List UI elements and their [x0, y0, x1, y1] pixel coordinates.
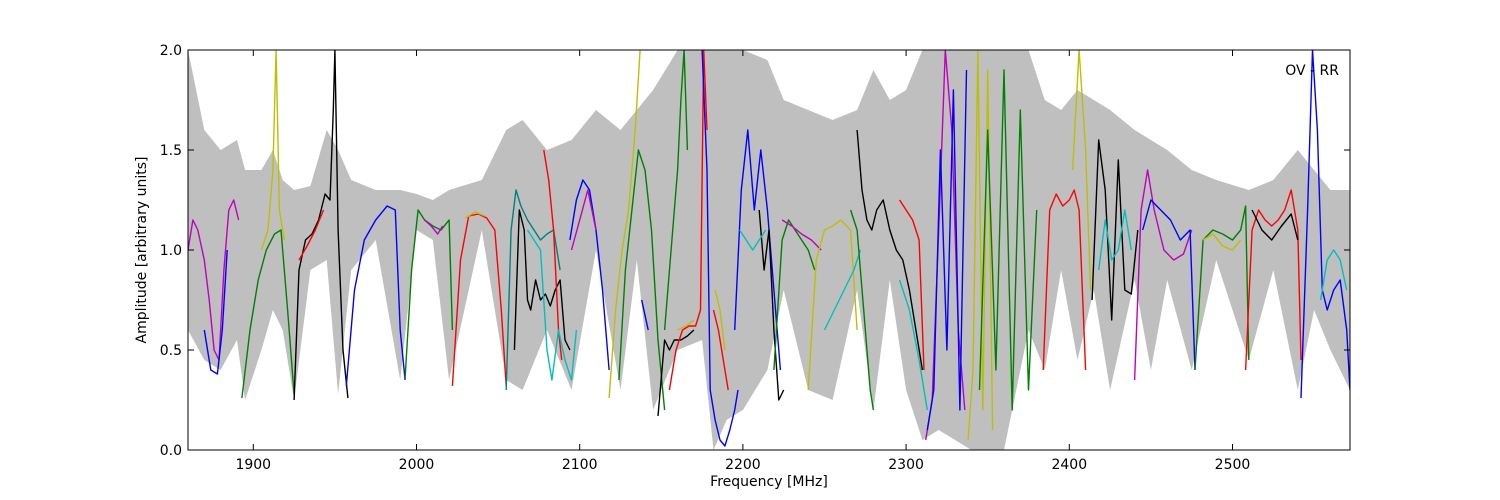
series-line-38: [898, 279, 928, 411]
series-line-41: [967, 50, 994, 441]
series-line-29: [758, 209, 785, 401]
series-line-5: [293, 50, 349, 401]
series-line-18: [608, 50, 641, 399]
series-line-34: [823, 249, 862, 331]
y-axis: 0.0 0.5 1.0 1.5 2.0: [160, 43, 1350, 459]
series-line-21: [657, 329, 695, 417]
x-tick-label: 1900: [235, 457, 271, 473]
series-line-47: [1133, 169, 1193, 381]
series-line-36: [856, 129, 924, 371]
series-line-26: [712, 309, 729, 391]
series-line-31: [773, 219, 816, 371]
series-line-33: [807, 219, 858, 391]
series-line-19: [618, 149, 666, 411]
series-line-14: [543, 149, 563, 361]
series-line-48: [1142, 199, 1196, 371]
series-line-3: [241, 229, 295, 399]
series-line-30: [739, 229, 767, 251]
series-line-35: [849, 209, 875, 411]
series-line-4: [260, 50, 285, 251]
y-tick-label: 0.5: [160, 343, 182, 359]
x-tick-label: 2200: [725, 457, 761, 473]
x-axis-title: Frequency [MHz]: [710, 474, 828, 490]
series-line-50: [1202, 233, 1242, 251]
series-line-52: [1251, 209, 1299, 241]
series-line-16: [569, 179, 610, 371]
series-line-54: [1319, 249, 1348, 301]
series-line-6: [298, 209, 325, 261]
series-line-17: [570, 189, 597, 251]
series-line-27: [714, 289, 726, 351]
series-line-24: [677, 319, 695, 331]
envelope-layer: [188, 50, 1350, 450]
series-line-2: [203, 249, 228, 375]
series-line-45: [1091, 139, 1139, 321]
series-line-44: [1071, 50, 1092, 291]
series-line-42: [978, 69, 1038, 411]
series-line-12: [505, 189, 561, 391]
y-axis-title: Amplitude [arbitrary units]: [134, 157, 150, 344]
series-line-53: [1300, 50, 1350, 399]
series-line-40: [926, 69, 968, 431]
series-line-10: [451, 213, 507, 387]
x-tick-label: 2300: [888, 457, 924, 473]
y-tick-label: 0.0: [160, 443, 182, 459]
series-line-13: [513, 209, 571, 351]
x-tick-label: 2500: [1215, 457, 1251, 473]
series-line-9: [424, 219, 444, 235]
x-axis: 1900 2000 2100 2200 2300 2400 2500: [235, 50, 1250, 473]
series-line-32: [781, 219, 822, 251]
plot-annotation: OV - RR: [1285, 63, 1339, 79]
series-line-22: [663, 50, 689, 331]
series-line-43: [1042, 189, 1087, 371]
x-tick-label: 2000: [399, 457, 435, 473]
y-tick-label: 1.5: [160, 143, 182, 159]
series-line-46: [1098, 209, 1132, 271]
series-line-20: [641, 299, 649, 331]
series-line-11: [465, 211, 486, 219]
y-tick-label: 2.0: [160, 43, 182, 59]
y-tick-label: 1.0: [160, 243, 182, 259]
series-line-37: [899, 199, 925, 371]
x-tick-label: 2100: [562, 457, 598, 473]
series-layer: [188, 50, 1350, 447]
series-line-51: [1244, 189, 1302, 371]
series-line-15: [526, 229, 578, 381]
series-line-23: [668, 50, 708, 391]
series-line-25: [701, 50, 739, 447]
series-line-28: [734, 129, 782, 371]
series-line-1: [188, 199, 240, 361]
x-tick-label: 2400: [1051, 457, 1087, 473]
series-line-7: [345, 205, 406, 387]
envelope-band: [188, 50, 1350, 450]
